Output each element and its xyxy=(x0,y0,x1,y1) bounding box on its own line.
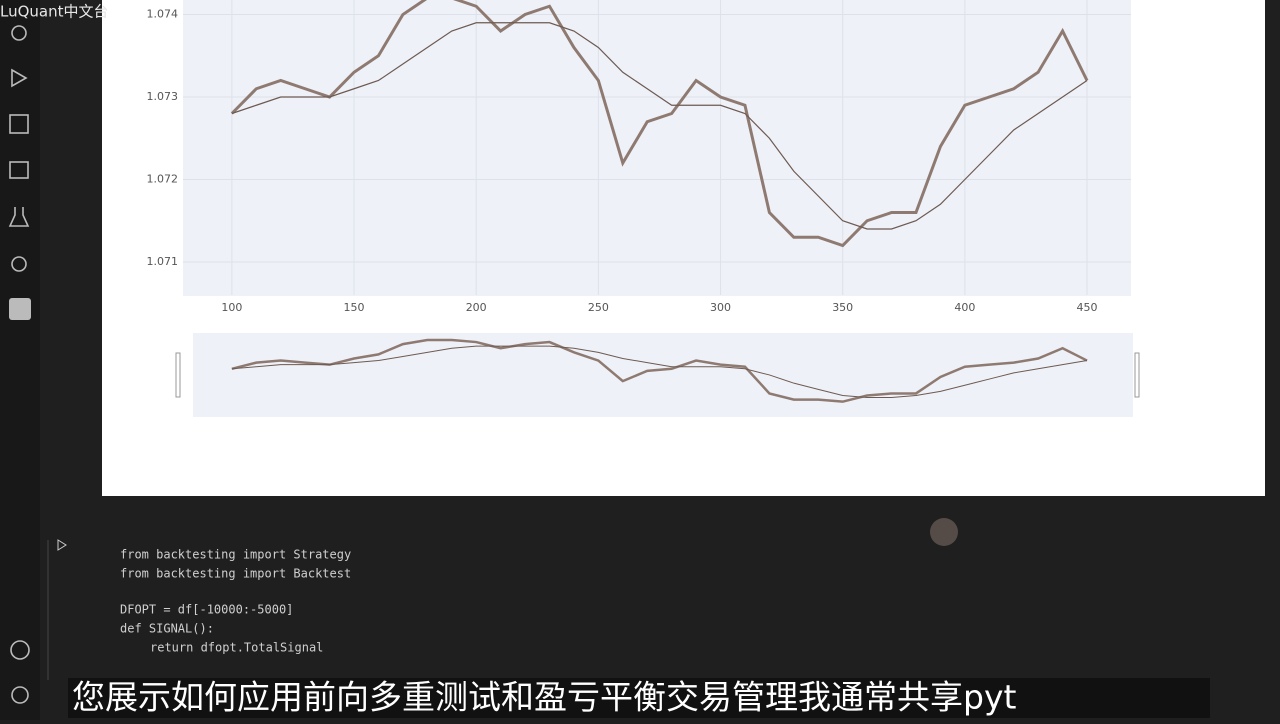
x-tick-label: 100 xyxy=(221,301,242,314)
code-line: from backtesting import Backtest xyxy=(120,567,351,581)
code-line: DFOPT = df[-10000:-5000] xyxy=(120,603,293,617)
price-line xyxy=(230,0,1089,248)
y-tick-label: 1.074 xyxy=(147,8,179,21)
navigator-area xyxy=(193,333,1133,417)
run-cell-button[interactable] xyxy=(57,539,67,551)
navigator-line xyxy=(231,345,1088,399)
y-tick-label: 1.073 xyxy=(147,90,179,103)
icon-account[interactable] xyxy=(10,640,30,660)
icon-docker[interactable] xyxy=(11,256,27,272)
watermark: LuQuant中文台 xyxy=(0,3,109,21)
price-line xyxy=(231,22,1088,230)
range-handle[interactable] xyxy=(175,352,181,398)
activity-bar xyxy=(0,0,40,720)
icon-settings[interactable] xyxy=(11,686,29,704)
icon-extensions[interactable] xyxy=(9,114,29,134)
range-handle[interactable] xyxy=(1134,352,1140,398)
x-tick-label: 150 xyxy=(344,301,365,314)
navigator-line xyxy=(231,338,1088,403)
x-tick-label: 400 xyxy=(954,301,975,314)
code-line: return dfopt.TotalSignal xyxy=(150,641,323,655)
code-line: def SIGNAL(): xyxy=(120,622,214,636)
x-tick-label: 250 xyxy=(588,301,609,314)
icon-p[interactable] xyxy=(9,298,31,320)
y-tick-label: 1.071 xyxy=(147,255,179,268)
cursor xyxy=(930,518,958,546)
plot-area xyxy=(183,0,1131,296)
icon-run[interactable] xyxy=(11,68,28,88)
subtitle-bar xyxy=(68,678,1210,718)
x-tick-label: 350 xyxy=(832,301,853,314)
x-tick-label: 200 xyxy=(466,301,487,314)
icon-remote[interactable] xyxy=(9,161,29,179)
code-line: from backtesting import Strategy xyxy=(120,548,351,562)
y-tick-label: 1.072 xyxy=(147,173,179,186)
subtitle: 您展示如何应用前向多重测试和盈亏平衡交易管理我通常共享pyt xyxy=(72,678,1016,717)
x-tick-label: 300 xyxy=(710,301,731,314)
icon-source-control[interactable] xyxy=(11,25,27,41)
x-tick-label: 450 xyxy=(1077,301,1098,314)
icon-testing[interactable] xyxy=(8,207,30,227)
